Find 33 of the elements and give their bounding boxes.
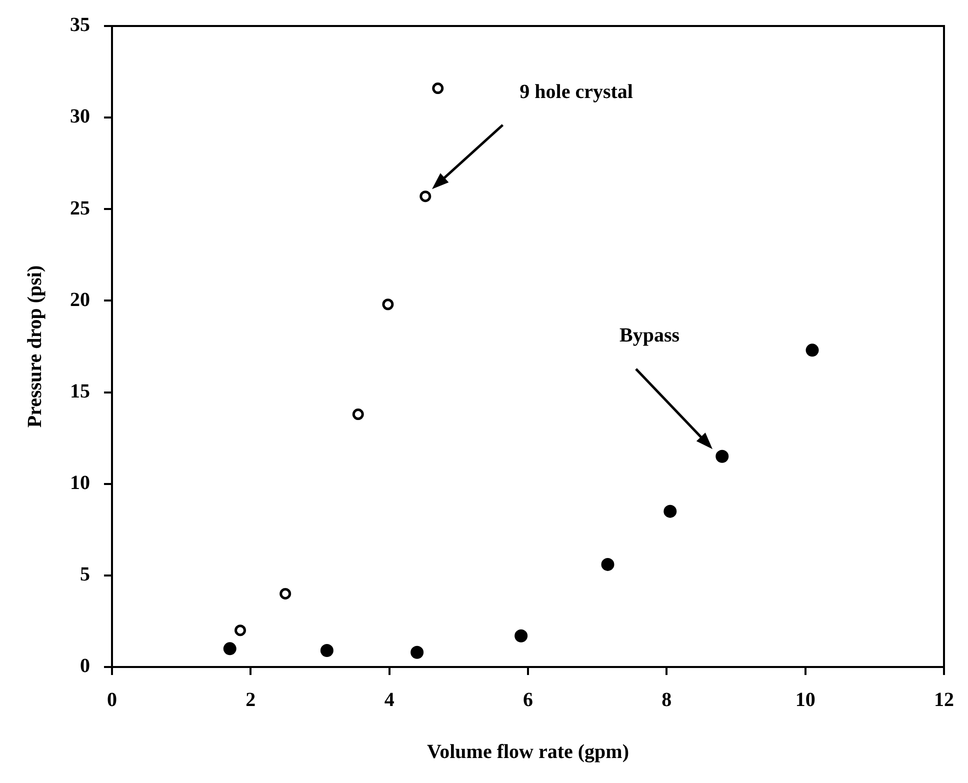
annotation: Bypass bbox=[620, 324, 680, 347]
y-axis-title: Pressure drop (psi) bbox=[24, 265, 46, 428]
point bbox=[410, 646, 424, 659]
y-tick-label: 5 bbox=[80, 564, 90, 586]
y-tick-label: 35 bbox=[70, 14, 90, 36]
y-tick-label: 15 bbox=[70, 380, 90, 402]
x-tick-label: 8 bbox=[662, 689, 672, 712]
y-tick-label: 25 bbox=[70, 197, 90, 220]
point bbox=[806, 344, 819, 357]
x-tick-label: 12 bbox=[934, 689, 954, 712]
point bbox=[382, 298, 394, 310]
x-tick-label: 0 bbox=[107, 689, 117, 712]
point bbox=[420, 190, 432, 202]
point bbox=[716, 450, 729, 463]
y-tick-label: 20 bbox=[70, 288, 90, 311]
point bbox=[601, 558, 614, 571]
x-tick-label: 10 bbox=[795, 689, 816, 712]
annotation: 9 hole crystal bbox=[520, 81, 634, 104]
point bbox=[514, 629, 528, 642]
y-tick-label: 0 bbox=[80, 655, 90, 678]
point bbox=[223, 642, 236, 656]
x-axis-title: Volume flow rate (gpm) bbox=[426, 741, 630, 764]
point bbox=[234, 624, 246, 636]
x-tick-label: 2 bbox=[246, 689, 256, 712]
point bbox=[320, 644, 334, 658]
x-tick-label: 6 bbox=[523, 689, 533, 712]
point bbox=[432, 82, 444, 94]
x-tick-label: 4 bbox=[384, 689, 394, 712]
y-tick-label: 10 bbox=[70, 472, 90, 494]
y-tick-label: 30 bbox=[70, 106, 90, 128]
point bbox=[280, 588, 292, 600]
point bbox=[352, 408, 364, 420]
point bbox=[664, 504, 677, 518]
